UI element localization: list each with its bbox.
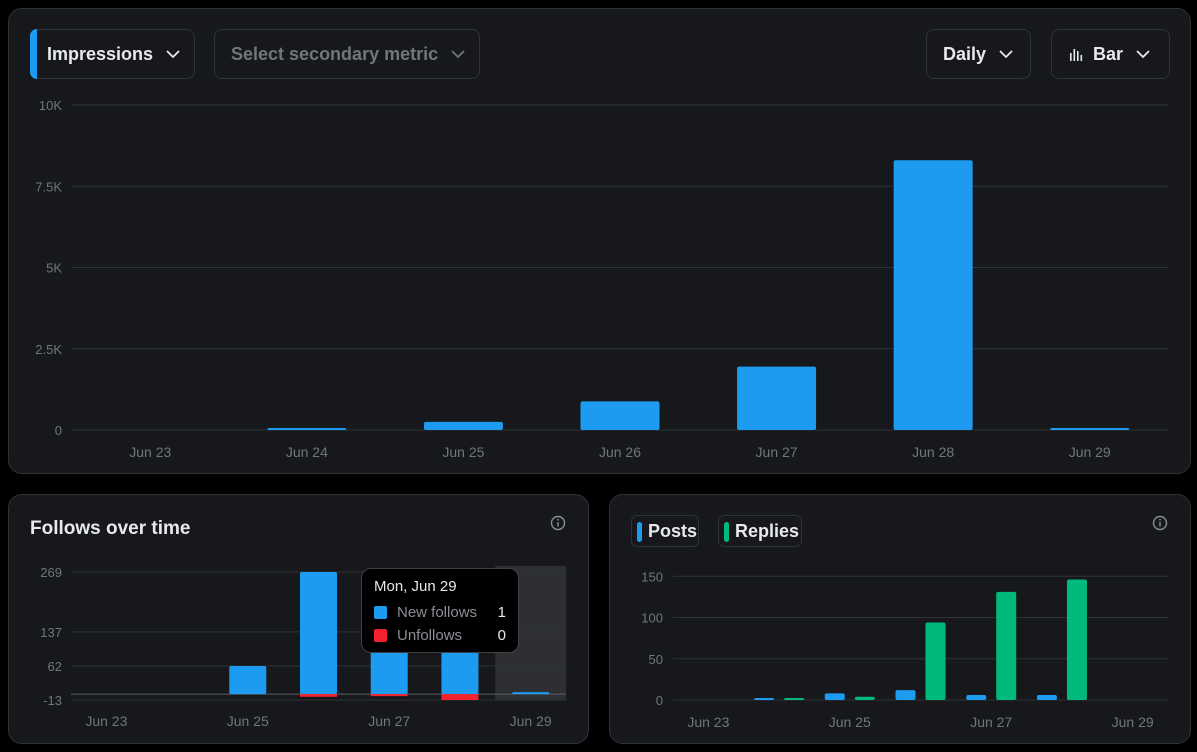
new-follows-bar <box>300 572 337 695</box>
follows-panel: Follows over time -13 62 137 269 Jun 23 Jun 2… <box>8 494 589 744</box>
x-tick-label: Jun 29 <box>1069 444 1111 460</box>
primary-metric-dropdown[interactable]: Impressions <box>30 29 195 79</box>
interval-dropdown[interactable]: Daily <box>926 29 1031 79</box>
tooltip-value: 0 <box>497 627 506 644</box>
y-tick-label: 0 <box>656 693 663 708</box>
chevron-down-icon <box>1136 50 1150 59</box>
y-tick-label: 150 <box>641 569 663 584</box>
impressions-chart: 0 2.5K 5K 7.5K 10K Jun 23 Jun 24 Jun 25 Jun 26 Ju… <box>35 98 1168 460</box>
y-tick-label: 62 <box>48 659 62 674</box>
legend-replies[interactable]: Replies <box>718 515 802 547</box>
chevron-down-icon <box>166 50 180 59</box>
unfollows-bar <box>300 694 337 697</box>
x-tick-label: Jun 29 <box>1112 714 1154 730</box>
posts-bar <box>966 695 987 700</box>
tooltip-row-unfollows: Unfollows 0 <box>374 627 506 644</box>
posts-bar <box>895 690 916 700</box>
impressions-bar <box>1050 428 1130 430</box>
chart-type-label: Bar <box>1093 43 1124 64</box>
info-icon[interactable] <box>550 515 566 531</box>
unfollows-swatch <box>374 629 387 642</box>
x-tick-label: Jun 28 <box>912 444 954 460</box>
y-tick-label: 50 <box>649 652 663 667</box>
x-tick-label: Jun 25 <box>442 444 484 460</box>
impressions-bar <box>737 366 817 430</box>
replies-bar <box>996 591 1017 700</box>
x-tick-label: Jun 23 <box>129 444 171 460</box>
posts-color-bar <box>637 522 642 542</box>
x-tick-label: Jun 23 <box>85 713 127 729</box>
tooltip-date: Mon, Jun 29 <box>374 578 457 595</box>
posts-bar <box>754 698 775 700</box>
impressions-bar <box>267 428 347 430</box>
bar-chart-icon <box>1070 49 1083 61</box>
new-follows-bar <box>512 692 550 695</box>
tooltip-label: New follows <box>397 604 478 621</box>
secondary-metric-placeholder: Select secondary metric <box>231 43 439 64</box>
legend-posts-label: Posts <box>648 520 698 541</box>
metric-color-accent <box>30 29 37 79</box>
x-tick-label: Jun 25 <box>227 713 269 729</box>
impressions-bar <box>893 160 973 430</box>
chevron-down-icon <box>451 50 465 59</box>
replies-bar <box>1066 579 1087 700</box>
posts-bar <box>824 693 845 700</box>
posts-replies-chart: 0 50 100 150 Jun 23 Jun 25 Jun 27 Jun 29 <box>641 569 1168 730</box>
replies-bar <box>854 696 875 700</box>
tooltip-label: Unfollows <box>397 627 463 644</box>
unfollows-bar <box>441 694 479 700</box>
x-tick-label: Jun 25 <box>829 714 871 730</box>
impressions-bar <box>423 421 503 430</box>
x-tick-label: Jun 27 <box>756 444 798 460</box>
replies-bar <box>784 698 805 700</box>
impressions-panel: Impressions Select secondary metric Dail… <box>8 8 1191 474</box>
x-tick-label: Jun 23 <box>687 714 729 730</box>
y-tick-label: 2.5K <box>35 342 62 357</box>
tooltip-value: 1 <box>497 604 506 621</box>
legend-posts[interactable]: Posts <box>631 515 699 547</box>
x-tick-label: Jun 29 <box>510 713 552 729</box>
legend-replies-label: Replies <box>735 520 800 541</box>
y-tick-label: 5K <box>46 261 62 276</box>
y-tick-label: 269 <box>40 565 62 580</box>
y-tick-label: 100 <box>641 611 663 626</box>
follows-title: Follows over time <box>30 518 191 539</box>
y-tick-label: -13 <box>43 693 62 708</box>
primary-metric-label: Impressions <box>47 43 154 64</box>
chart-tooltip: Mon, Jun 29 New follows 1 Unfollows 0 <box>361 568 519 653</box>
chart-type-dropdown[interactable]: Bar <box>1051 29 1170 79</box>
secondary-metric-dropdown[interactable]: Select secondary metric <box>214 29 480 79</box>
posts-bar <box>1036 695 1057 700</box>
chevron-down-icon <box>999 50 1013 59</box>
x-tick-label: Jun 27 <box>368 713 410 729</box>
unfollows-bar <box>370 694 408 697</box>
replies-bar <box>925 622 946 700</box>
interval-label: Daily <box>943 43 987 64</box>
replies-color-bar <box>724 522 729 542</box>
new-follows-swatch <box>374 606 387 619</box>
x-tick-label: Jun 24 <box>286 444 328 460</box>
tooltip-row-new-follows: New follows 1 <box>374 604 506 621</box>
x-tick-label: Jun 26 <box>599 444 641 460</box>
y-tick-label: 0 <box>55 423 62 438</box>
y-tick-label: 137 <box>40 625 62 640</box>
info-icon[interactable] <box>1152 515 1168 531</box>
impressions-bar <box>580 401 660 430</box>
x-tick-label: Jun 27 <box>970 714 1012 730</box>
y-tick-label: 7.5K <box>35 179 62 194</box>
posts-replies-panel: Posts Replies 0 50 100 150 Jun 23 Jun 25 Jun 2… <box>609 494 1191 744</box>
new-follows-bar <box>229 665 267 695</box>
y-tick-label: 10K <box>39 98 62 113</box>
